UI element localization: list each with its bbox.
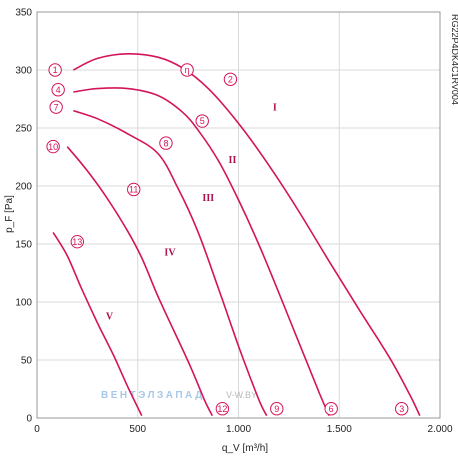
- marker-label: 8: [163, 138, 168, 148]
- marker-label: 2: [228, 74, 233, 84]
- watermark-brand: ВЕНТЭЛЗАПАД: [101, 390, 205, 401]
- marker-label: 9: [274, 404, 279, 414]
- point-marker-5: 5: [195, 114, 209, 128]
- y-tick-label: 300: [15, 66, 32, 77]
- marker-circle: [324, 402, 338, 416]
- watermark: ВЕНТЭЛЗАПАД V-W.BY: [101, 390, 257, 401]
- y-tick-label: 100: [15, 298, 32, 309]
- marker-label: 11: [129, 185, 138, 195]
- x-axis-title: q_V [m³/h]: [222, 443, 268, 454]
- marker-label: 5: [200, 116, 205, 126]
- point-marker-10: 10: [46, 139, 60, 154]
- curve-v: [52, 231, 143, 417]
- x-tick-label: 0: [34, 424, 40, 435]
- grid-layer: [36, 11, 441, 419]
- point-marker-2: 2: [223, 72, 238, 86]
- x-tick-label: 1.500: [327, 424, 352, 435]
- marker-label: 12: [217, 404, 227, 414]
- marker-label: 3: [399, 404, 404, 414]
- point-marker-1: 1: [48, 63, 62, 77]
- marker-label: 6: [329, 404, 334, 414]
- point-marker-12: 12: [215, 402, 230, 416]
- marker-circle: [49, 100, 63, 114]
- point-marker-3: 3: [395, 402, 409, 416]
- curve-layer: [52, 52, 421, 417]
- point-marker-13: 13: [70, 234, 85, 249]
- curve-label-i: I: [273, 103, 277, 114]
- curve-label-v: V: [106, 311, 114, 322]
- watermark-site: V-W.BY: [226, 390, 257, 400]
- point-marker-8: 8: [159, 136, 173, 150]
- curve-label-iv: IV: [164, 248, 176, 259]
- plot-frame: [36, 11, 441, 419]
- marker-circle: [70, 234, 85, 249]
- y-axis-title: p_F [Pa]: [4, 195, 15, 233]
- marker-label: η: [185, 65, 190, 75]
- point-marker-9: 9: [270, 402, 284, 416]
- curve-iv: [66, 146, 214, 417]
- marker-label: 1: [53, 65, 58, 75]
- marker-label: 13: [72, 237, 82, 247]
- curve-label-ii: II: [229, 155, 237, 166]
- marker-circle: [159, 136, 173, 150]
- marker-label: 7: [54, 102, 59, 112]
- y-tick-label: 200: [15, 182, 32, 193]
- curve-ii: [73, 87, 330, 417]
- curve-iii: [73, 109, 268, 417]
- marker-circle: [195, 114, 209, 128]
- curve-i: [72, 52, 421, 417]
- y-tick-label: 350: [15, 8, 32, 19]
- marker-circle: [215, 402, 230, 416]
- y-tick-label: 250: [15, 124, 32, 135]
- point-marker-11: 11: [127, 182, 141, 197]
- x-tick-label: 1.000: [226, 424, 251, 435]
- x-tick-label: 500: [129, 424, 146, 435]
- curve-label-iii: III: [202, 193, 214, 204]
- point-marker-7: 7: [49, 100, 63, 114]
- point-marker-4: 4: [51, 83, 65, 97]
- model-label: RG22P4DK4C1RV004: [450, 14, 458, 105]
- marker-circle: [127, 182, 141, 197]
- y-tick-label: 50: [21, 356, 33, 367]
- marker-label: 4: [56, 85, 61, 95]
- efficiency-marker: η: [180, 63, 194, 77]
- marker-circle: [180, 63, 194, 77]
- marker-circle: [223, 72, 238, 86]
- marker-circle: [48, 63, 62, 77]
- y-tick-label: 150: [15, 240, 32, 251]
- marker-circle: [395, 402, 409, 416]
- point-marker-6: 6: [324, 402, 338, 416]
- y-tick-label: 0: [26, 414, 32, 425]
- marker-circle: [46, 139, 60, 154]
- marker-circle: [270, 402, 284, 416]
- marker-label: 10: [48, 142, 58, 152]
- x-tick-label: 2.000: [427, 424, 452, 435]
- marker-circle: [51, 83, 65, 97]
- axis-layer: 0 50 100 150 200 250 300 350 0 500 1.000 1.500 2.000: [15, 8, 453, 436]
